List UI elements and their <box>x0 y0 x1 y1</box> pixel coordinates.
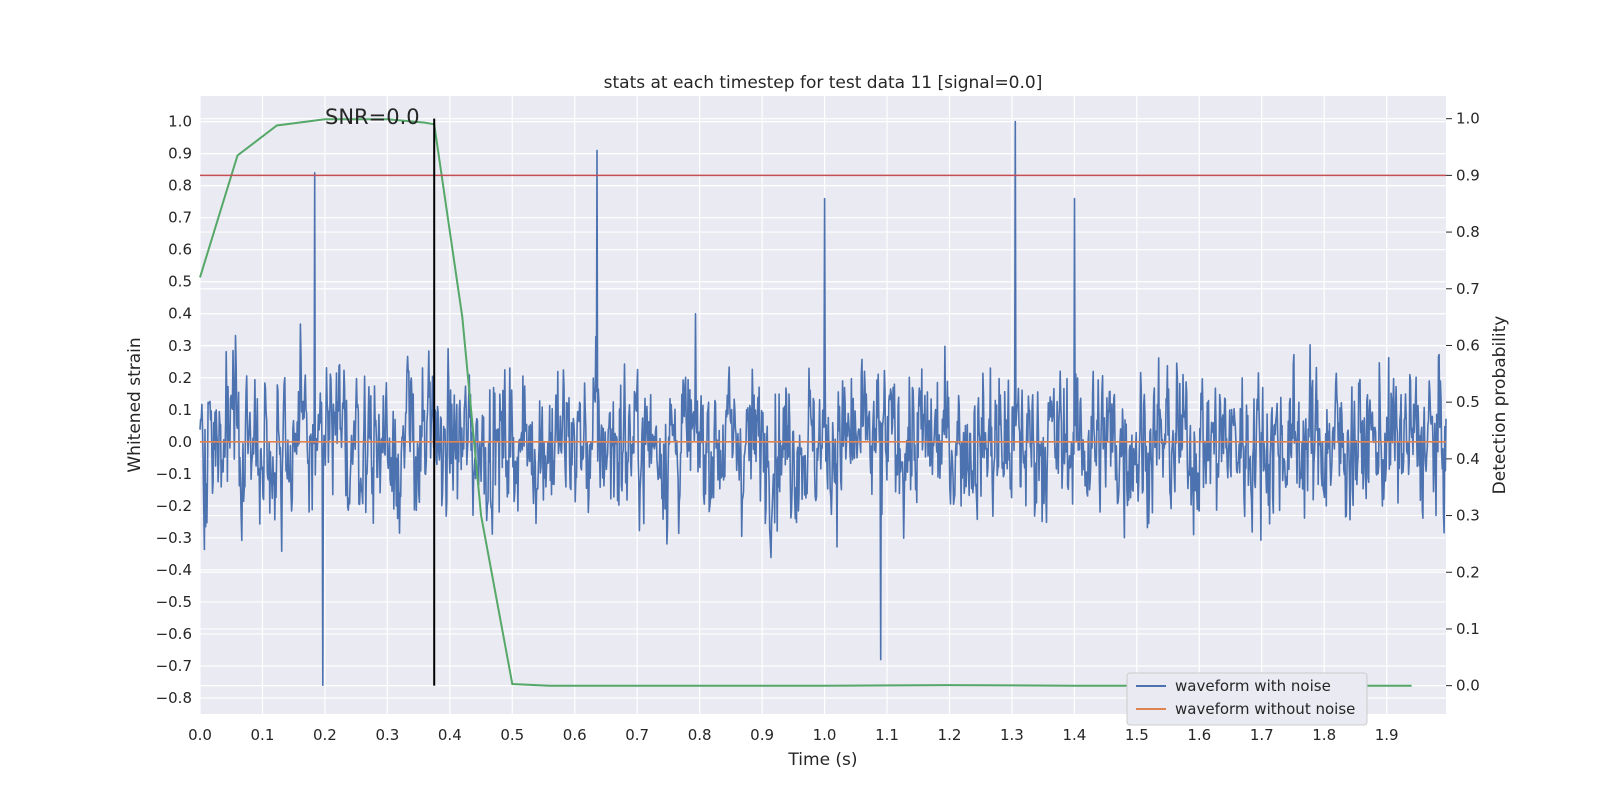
y-tick-label: 1.0 <box>168 113 192 131</box>
y2-axis-label: Detection probability <box>1490 316 1510 495</box>
y-tick-label: 0.8 <box>168 177 192 195</box>
y2-tick-label: 0.0 <box>1456 677 1480 695</box>
y-tick-label: −0.2 <box>156 497 192 515</box>
y2-tick-label: 0.3 <box>1456 507 1480 525</box>
y2-tick-label: 0.5 <box>1456 393 1480 411</box>
y-tick-label: 0.1 <box>168 401 192 419</box>
x-tick-label: 1.0 <box>813 726 837 744</box>
y2-tick-label: 0.8 <box>1456 223 1480 241</box>
x-tick-label: 0.6 <box>563 726 587 744</box>
y-tick-label: −0.1 <box>156 465 192 483</box>
y-tick-label: 0.0 <box>168 433 192 451</box>
x-tick-label: 1.9 <box>1375 726 1399 744</box>
y2-tick-label: 0.4 <box>1456 450 1480 468</box>
y-tick-label: 0.3 <box>168 337 192 355</box>
x-tick-label: 1.4 <box>1062 726 1086 744</box>
probability-series <box>199 118 1412 687</box>
y-tick-label: 0.7 <box>168 209 192 227</box>
y-tick-label: −0.3 <box>156 529 192 547</box>
y-tick-label: 0.4 <box>168 305 192 323</box>
x-tick-label: 0.3 <box>375 726 399 744</box>
y2-tick-label: 0.1 <box>1456 620 1480 638</box>
x-tick-label: 0.7 <box>625 726 649 744</box>
y-tick-label: −0.6 <box>156 625 192 643</box>
noisy-series <box>199 120 1447 686</box>
legend: waveform with noise waveform without noi… <box>1126 672 1368 726</box>
x-tick-label: 1.5 <box>1125 726 1149 744</box>
x-tick-label: 1.1 <box>875 726 899 744</box>
y-tick-labels: 1.0 0.9 0.8 0.7 0.6 0.5 0.4 0.3 0.2 0.1 0.0 −0.1 −0.… <box>156 113 192 707</box>
y-tick-label: 0.5 <box>168 273 192 291</box>
x-tick-labels: 0.0 0.1 0.2 0.3 0.4 0.5 0.6 0.7 0.8 0.9 1.0 1.1 1.2 1… <box>188 726 1399 744</box>
x-tick-label: 1.6 <box>1187 726 1211 744</box>
y-tick-label: 0.9 <box>168 145 192 163</box>
y2-tick-label: 0.6 <box>1456 336 1480 354</box>
x-tick-label: 0.0 <box>188 726 212 744</box>
x-axis-label: Time (s) <box>787 750 857 770</box>
x-tick-label: 0.2 <box>313 726 337 744</box>
legend-label-clean: waveform without noise <box>1175 700 1355 718</box>
y-tick-label: −0.8 <box>156 689 192 707</box>
y2-tick-label: 0.9 <box>1456 166 1480 184</box>
probability-line <box>199 118 1412 687</box>
x-tick-label: 0.1 <box>251 726 275 744</box>
y2-tick-label: 1.0 <box>1456 110 1480 128</box>
y2-tick-label: 0.2 <box>1456 563 1480 581</box>
x-tick-label: 1.3 <box>1000 726 1024 744</box>
y2-tick-labels: 1.0 0.9 0.8 0.7 0.6 0.5 0.4 0.3 0.2 0.1 0.0 <box>1446 110 1480 695</box>
y-tick-label: −0.4 <box>156 561 192 579</box>
y-tick-label: 0.6 <box>168 241 192 259</box>
legend-label-noisy: waveform with noise <box>1175 677 1331 695</box>
y-tick-label: −0.7 <box>156 657 192 675</box>
legend-box <box>1126 672 1368 726</box>
grid <box>199 96 1446 714</box>
plot-background <box>200 96 1446 714</box>
chart-title: stats at each timestep for test data 11 … <box>604 73 1043 93</box>
x-tick-label: 1.8 <box>1312 726 1336 744</box>
y-tick-label: −0.5 <box>156 593 192 611</box>
y2-tick-label: 0.7 <box>1456 280 1480 298</box>
y-axis-label: Whitened strain <box>125 337 145 472</box>
snr-annotation: SNR=0.0 <box>325 105 420 129</box>
x-tick-label: 1.7 <box>1250 726 1274 744</box>
noisy-line <box>199 120 1447 686</box>
y-tick-label: 0.2 <box>168 369 192 387</box>
x-tick-label: 1.2 <box>938 726 962 744</box>
x-tick-label: 0.5 <box>500 726 524 744</box>
x-tick-label: 0.9 <box>750 726 774 744</box>
x-tick-label: 0.4 <box>438 726 462 744</box>
x-tick-label: 0.8 <box>688 726 712 744</box>
